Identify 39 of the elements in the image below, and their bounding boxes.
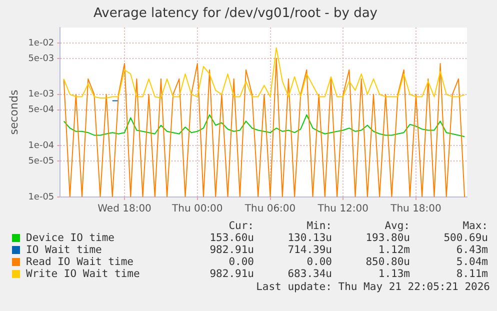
text: Min:	[306, 220, 332, 232]
text: 500.69u	[442, 232, 488, 244]
text: 982.91u	[208, 244, 254, 256]
y-tick-label: 5e-04	[28, 105, 54, 116]
x-tick-label: Thu 06:00	[244, 204, 296, 215]
x-tick-label: Thu 00:00	[171, 204, 223, 215]
text: 8.11m	[455, 268, 488, 280]
text: 850.80u	[364, 256, 410, 268]
legend-label: IO Wait time	[26, 244, 103, 256]
x-tick-label: Thu 12:00	[316, 204, 369, 215]
y-axis-title: seconds	[7, 90, 20, 135]
text: 153.60u	[208, 232, 254, 244]
y-tick-label: 1e-05	[28, 192, 54, 202]
chart-title: Average latency for /dev/vg01/root - by day	[94, 6, 378, 22]
text: 130.13u	[286, 232, 332, 244]
text: 193.80u	[364, 232, 410, 244]
text: Max:	[462, 220, 488, 232]
x-tick-label: Wed 18:00	[98, 204, 152, 215]
y-tick-label: 1e-04	[28, 141, 54, 152]
text: Cur:	[228, 220, 254, 232]
text: 1.13m	[377, 268, 410, 280]
text: 1.12m	[377, 244, 410, 256]
text: Avg:	[384, 220, 410, 232]
y-tick-label: 5e-03	[28, 54, 54, 64]
text: 0.00	[228, 256, 254, 268]
text: 714.39u	[286, 244, 332, 256]
text: 6.43m	[455, 244, 488, 256]
y-tick-label: 1e-03	[28, 90, 54, 100]
x-tick-label: Thu 18:00	[390, 204, 442, 215]
legend-label: Write IO Wait time	[26, 268, 141, 280]
text: 0.00	[306, 256, 332, 268]
y-tick-label: 1e-02	[28, 38, 54, 48]
legend-label: Device IO time	[26, 232, 116, 244]
legend-label: Read IO Wait time	[26, 256, 134, 268]
text: 982.91u	[208, 268, 254, 280]
y-tick-label: 5e-05	[28, 156, 54, 166]
text: Last update: Thu May 21 22:05:21 2026	[255, 281, 490, 293]
text: 683.34u	[286, 268, 332, 280]
text: 5.04m	[455, 256, 488, 268]
